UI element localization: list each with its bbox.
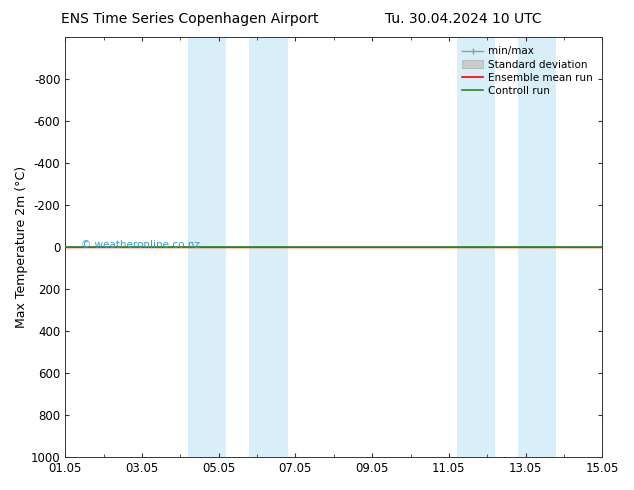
Text: ENS Time Series Copenhagen Airport: ENS Time Series Copenhagen Airport xyxy=(61,12,319,26)
Text: Tu. 30.04.2024 10 UTC: Tu. 30.04.2024 10 UTC xyxy=(384,12,541,26)
Text: © weatheronline.co.nz: © weatheronline.co.nz xyxy=(81,240,200,250)
Bar xyxy=(249,37,288,457)
Legend: min/max, Standard deviation, Ensemble mean run, Controll run: min/max, Standard deviation, Ensemble me… xyxy=(458,42,597,100)
Bar xyxy=(518,37,556,457)
Bar xyxy=(188,37,226,457)
Y-axis label: Max Temperature 2m (°C): Max Temperature 2m (°C) xyxy=(15,166,28,328)
Bar xyxy=(456,37,495,457)
